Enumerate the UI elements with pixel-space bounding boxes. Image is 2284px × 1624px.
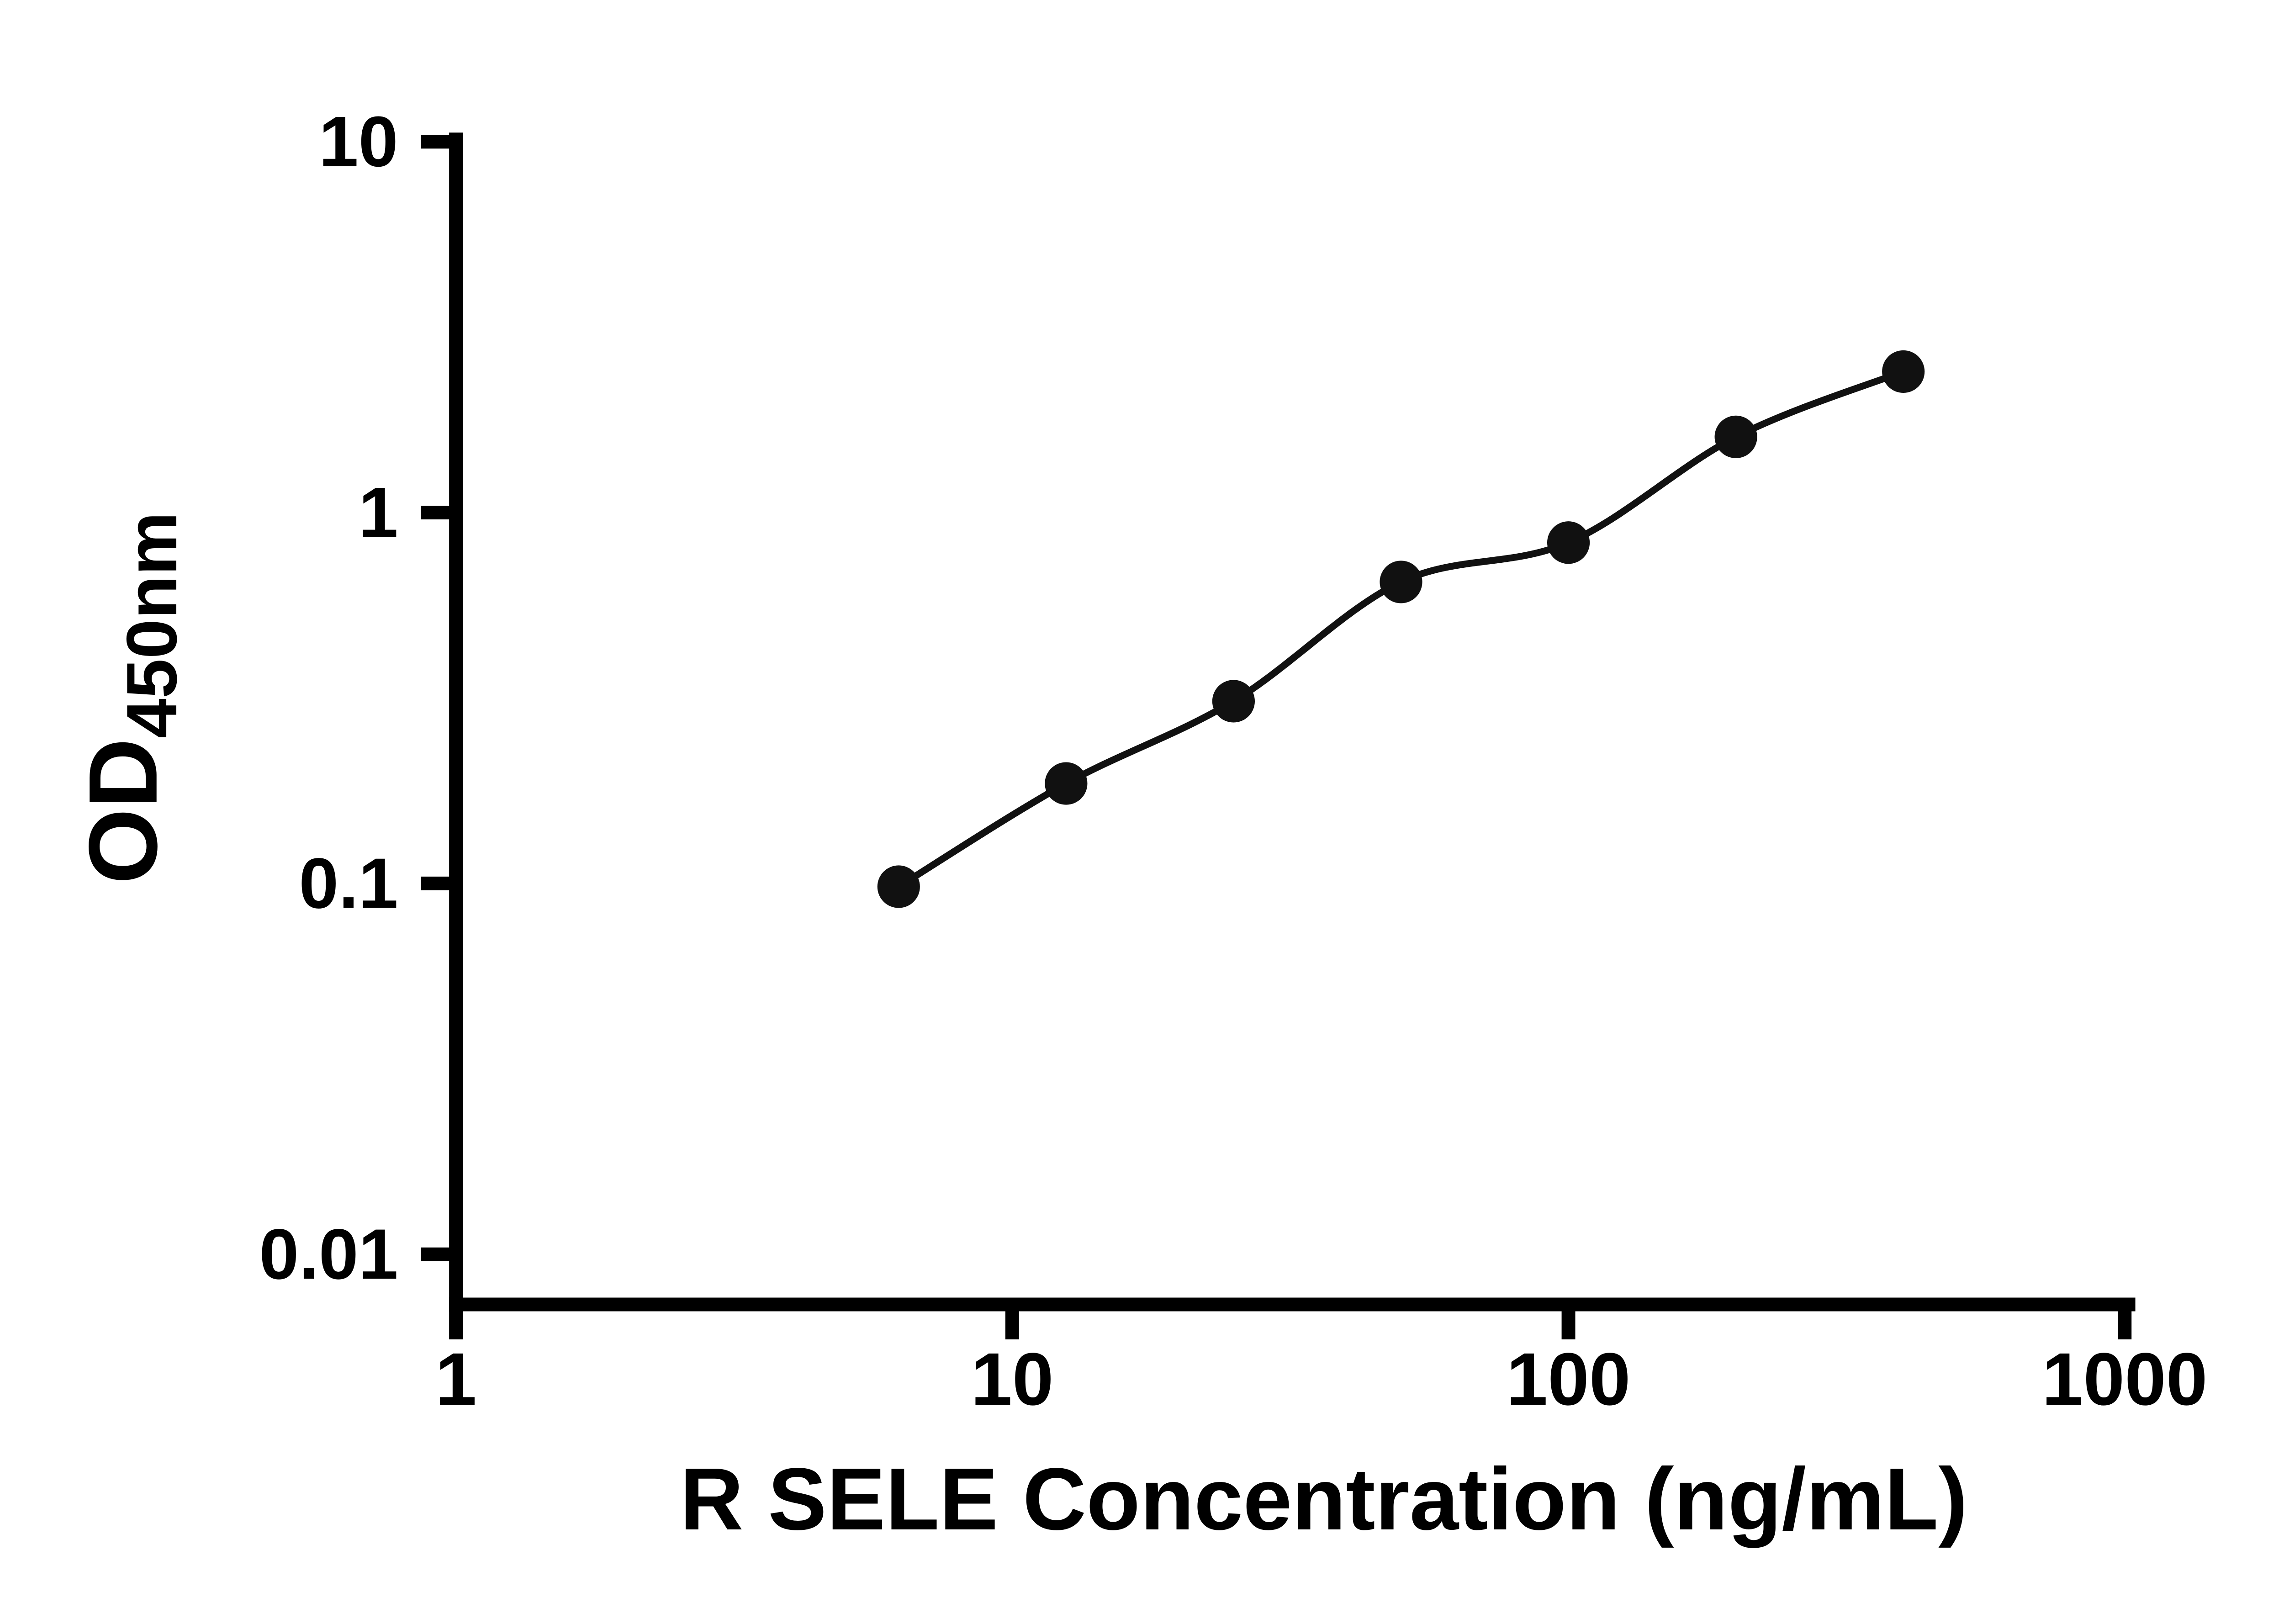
data-point xyxy=(1045,762,1088,805)
y-axis-title-main: OD xyxy=(69,738,178,884)
y-axis-title: OD450nm xyxy=(69,512,192,884)
data-point xyxy=(1212,680,1255,723)
data-point xyxy=(1882,350,1925,393)
y-tick-label: 1 xyxy=(359,473,398,553)
data-point xyxy=(1380,561,1422,603)
y-axis-title-subscript: 450nm xyxy=(112,512,192,738)
x-tick-label: 1000 xyxy=(2042,1337,2208,1421)
x-tick-label: 1 xyxy=(435,1337,477,1421)
x-tick-label: 10 xyxy=(971,1337,1053,1421)
data-point xyxy=(1714,415,1757,458)
data-point xyxy=(877,865,920,908)
y-tick-label: 10 xyxy=(319,102,398,182)
y-tick-label: 0.1 xyxy=(299,843,398,923)
x-tick-label: 100 xyxy=(1507,1337,1631,1421)
x-axis-title: R SELE Concentration (ng/mL) xyxy=(680,1449,1967,1548)
y-tick-label: 0.01 xyxy=(259,1214,398,1294)
data-point xyxy=(1547,521,1590,564)
